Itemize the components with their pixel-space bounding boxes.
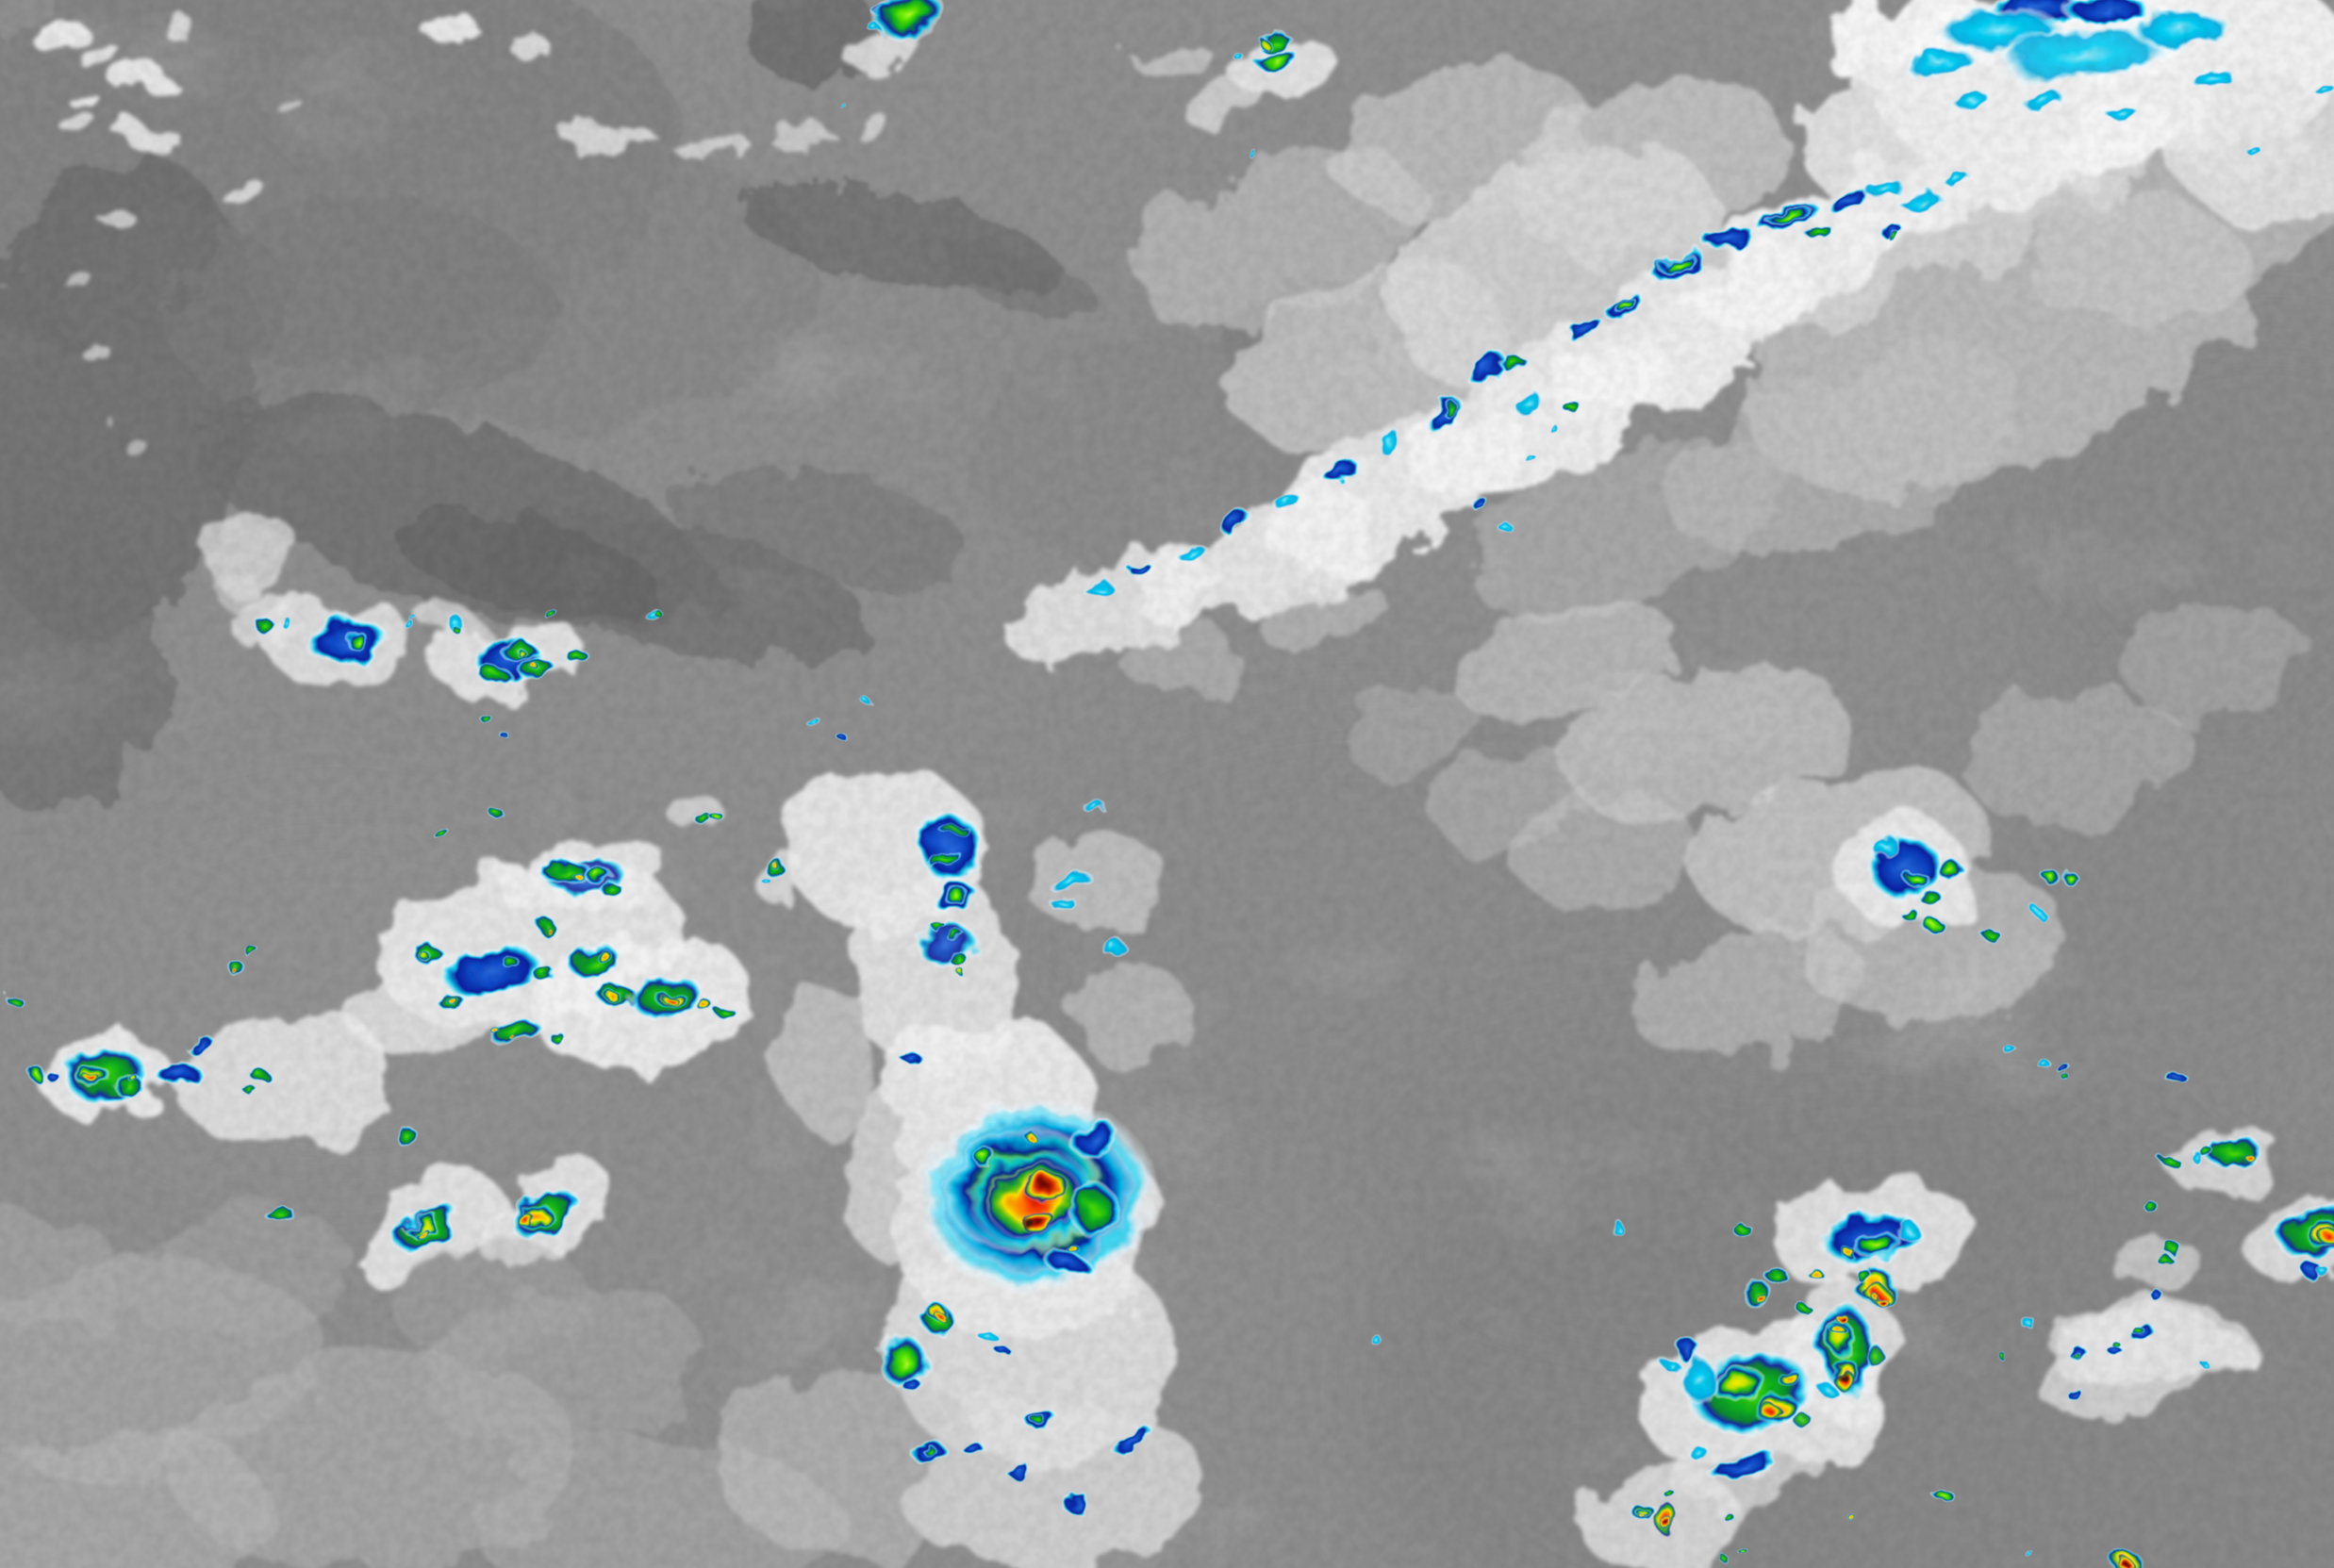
satellite-image (0, 0, 2334, 1568)
film-grain-texture (0, 0, 2334, 1568)
satellite-view (0, 0, 2334, 1568)
